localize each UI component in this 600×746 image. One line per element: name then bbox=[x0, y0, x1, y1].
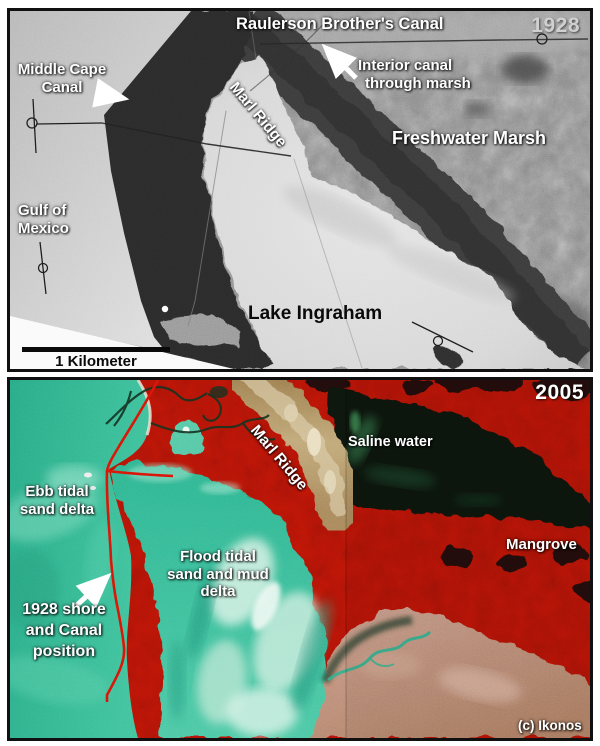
label-line: 1928 shore bbox=[22, 601, 106, 618]
year-stamp-1928: 1928 bbox=[531, 14, 580, 37]
label-1928-shore-position: 1928 shore and Canal position bbox=[10, 600, 118, 662]
label-line: delta bbox=[200, 583, 236, 601]
label-flood-tidal-delta: Flood tidal sand and mud delta bbox=[162, 548, 274, 601]
label-line: sand delta bbox=[19, 500, 95, 518]
label-line: through marsh bbox=[365, 74, 471, 92]
label-line: position bbox=[32, 642, 96, 660]
label-freshwater-marsh: Freshwater Marsh bbox=[392, 128, 547, 148]
aerial-photo-1928-panel: Raulerson Brother's Canal 1928 Middle Ca… bbox=[7, 8, 593, 372]
label-ebb-tidal-delta: Ebb tidal sand delta bbox=[10, 483, 104, 518]
label-mangrove: Mangrove bbox=[506, 536, 577, 553]
label-line: Gulf of bbox=[18, 202, 67, 219]
scale-bar-label: 1 Kilometer bbox=[55, 353, 137, 370]
label-line: Interior canal bbox=[358, 57, 453, 74]
label-line: Flood tidal bbox=[180, 548, 256, 565]
ikonos-image-2005 bbox=[10, 380, 590, 738]
label-raulerson-canal: Raulerson Brother's Canal bbox=[236, 15, 444, 33]
label-saline-water: Saline water bbox=[348, 434, 433, 450]
label-gulf-of-mexico: Gulf of Mexico bbox=[18, 202, 69, 237]
label-line: Canal bbox=[41, 78, 83, 96]
year-stamp-2005: 2005 bbox=[535, 381, 584, 404]
satellite-image-2005-panel: 2005 Marl Ridge Saline water Mangrove Eb… bbox=[7, 377, 593, 741]
image-credit: (c) Ikonos bbox=[518, 718, 582, 733]
label-lake-ingraham: Lake Ingraham bbox=[248, 303, 383, 324]
label-line: and Canal bbox=[25, 621, 103, 639]
label-line: Middle Cape bbox=[17, 61, 107, 78]
label-line: Ebb tidal bbox=[25, 483, 89, 500]
label-line: sand and mud bbox=[167, 565, 269, 583]
aerial-photo-1928 bbox=[10, 11, 590, 369]
label-middle-cape-canal: Middle Cape Canal bbox=[10, 61, 114, 96]
label-line: Mexico bbox=[18, 219, 69, 237]
label-interior-canal: Interior canal through marsh bbox=[358, 57, 471, 92]
scale-bar bbox=[22, 347, 170, 352]
